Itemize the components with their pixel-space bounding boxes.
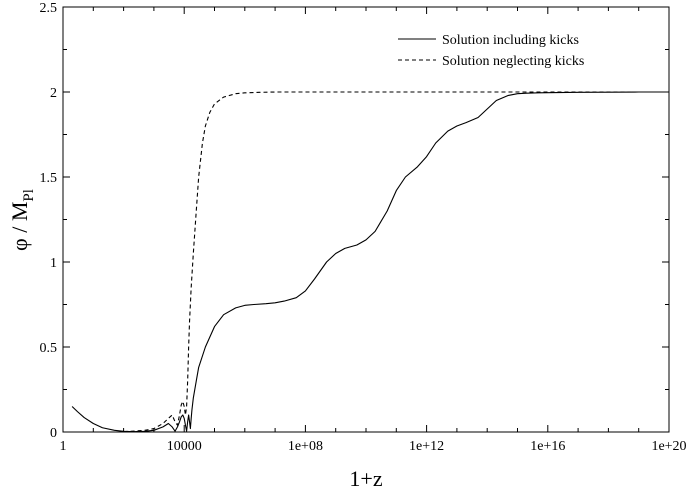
- legend-label: Solution neglecting kicks: [442, 54, 584, 69]
- y-tick-label: 2.5: [40, 1, 58, 16]
- plot-frame: [62, 6, 670, 433]
- y-tick-label: 1.5: [40, 171, 58, 186]
- y-tick-label: 1: [50, 256, 57, 271]
- y-axis-title-main: φ / M: [7, 202, 32, 251]
- y-tick-label: 0: [50, 426, 57, 441]
- x-tick-label: 1: [60, 439, 67, 454]
- legend: Solution including kicks Solution neglect…: [398, 33, 584, 69]
- y-axis-title: φ / MPl: [7, 189, 37, 251]
- x-tick-label: 1e+12: [409, 439, 444, 454]
- x-tick-label: 1e+16: [530, 439, 565, 454]
- x-tick-label: 10000: [167, 439, 202, 454]
- series-line-neglecting-kicks: [123, 91, 669, 433]
- y-axis-title-subscript: Pl: [21, 189, 37, 202]
- x-tick-label: 1e+20: [651, 439, 686, 454]
- y-axis-ticks: 0 0.5 1 1.5 2 2.5: [40, 1, 669, 441]
- x-axis-ticks: 1 10000 1e+08 1e+12 1e+16 1e+20: [60, 7, 687, 454]
- plot-content: [71, 91, 669, 433]
- x-axis-title: 1+z: [349, 466, 382, 490]
- series-line-including-kicks: [71, 91, 669, 433]
- y-tick-label: 2: [50, 86, 57, 101]
- legend-label: Solution including kicks: [442, 33, 579, 48]
- y-tick-label: 0.5: [40, 341, 58, 356]
- x-tick-label: 1e+08: [288, 439, 323, 454]
- svg-text:φ / MPl: φ / MPl: [7, 189, 37, 251]
